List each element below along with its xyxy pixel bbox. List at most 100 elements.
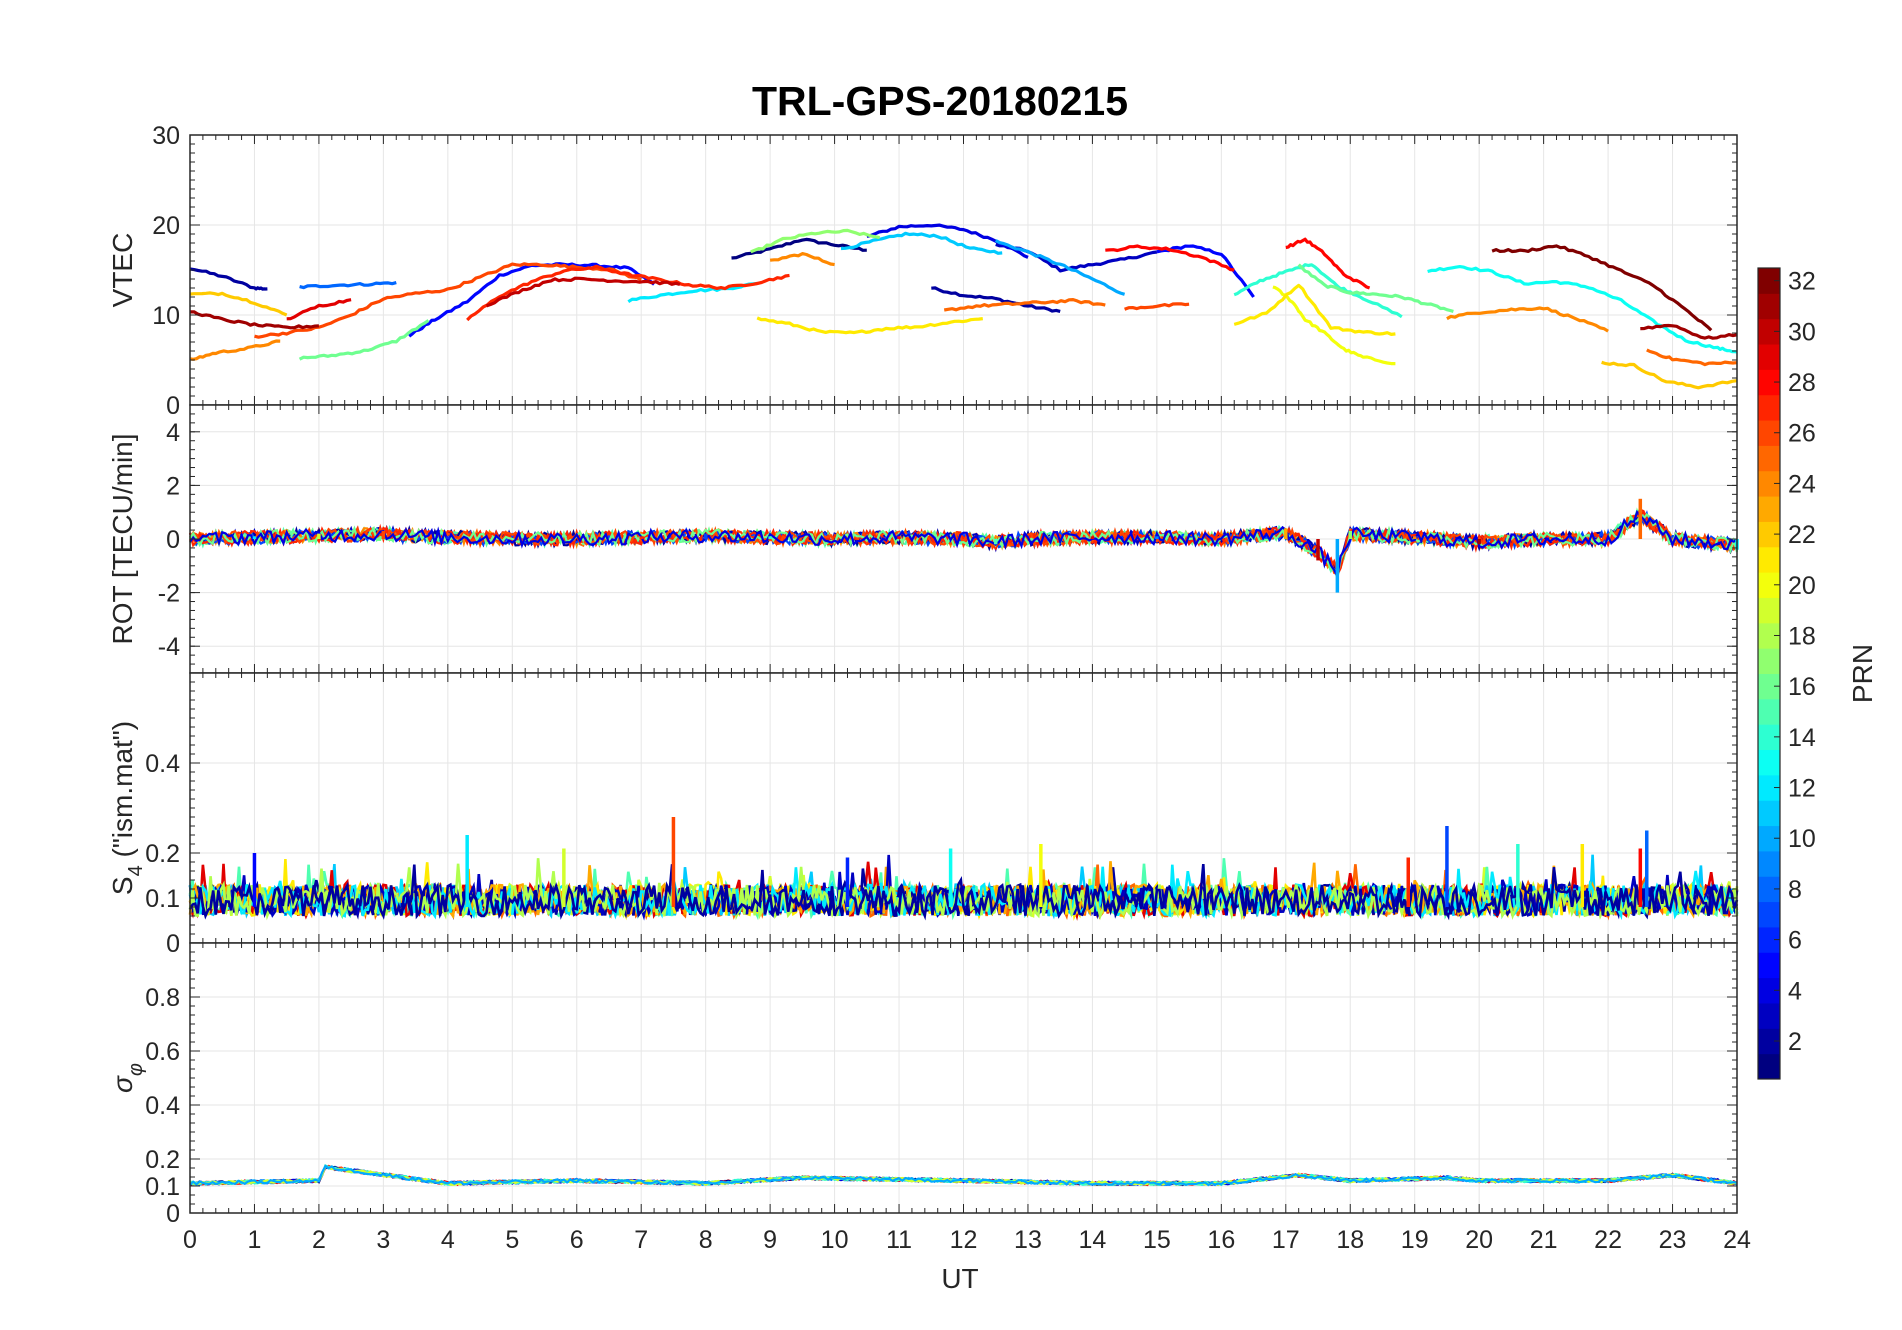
rot-ytick-label: 2 <box>166 472 180 500</box>
sigma_phi-xtick-label: 23 <box>1659 1226 1687 1254</box>
s4-ylabel-rest: ("ism.mat") <box>107 721 138 865</box>
rot-trace <box>188 511 1738 574</box>
colorbar-tick-label: 14 <box>1788 724 1816 752</box>
sigma_phi-trace <box>189 1164 1738 1187</box>
vtec-series-prn-11 <box>840 231 1003 255</box>
vtec-series-prn-24 <box>769 252 835 267</box>
vtec-series-prn-16 <box>298 319 430 361</box>
colorbar-swatch <box>1758 1053 1780 1080</box>
sigma_phi-ytick-label: 0.1 <box>145 1173 180 1201</box>
sigma_phi-xtick-label: 10 <box>821 1226 849 1254</box>
colorbar-tick-label: 28 <box>1788 369 1816 397</box>
vtec-series-prn-10 <box>994 239 1126 296</box>
vtec-series-prn-26 <box>1124 302 1190 311</box>
vtec-series-prn-1 <box>731 237 867 260</box>
s4-ylabel-main: S <box>107 876 138 895</box>
colorbar-swatch <box>1758 648 1780 674</box>
vtec-series-prn-12 <box>627 281 758 304</box>
vtec-series-prn-21 <box>1233 283 1396 336</box>
vtec-ticks: 0 10 20 30 <box>152 122 1738 420</box>
sigma_phi-ytick-label: 0 <box>166 1200 180 1228</box>
rot-ticks: -4 -2 0 2 4 <box>158 404 1738 674</box>
vtec-series-prn-24 <box>1446 306 1609 333</box>
colorbar-swatch <box>1758 698 1780 725</box>
vtec-series-prn-29 <box>286 298 352 321</box>
sigma_phi-ytick-label: 0.2 <box>145 1146 180 1174</box>
colorbar-swatch <box>1758 977 1780 1004</box>
colorbar-swatch <box>1758 1028 1780 1055</box>
colorbar-swatch <box>1758 673 1780 700</box>
vtec-series-prn-2 <box>931 286 1061 313</box>
panel-s4: 0 0.1 0.2 0.4 S4 ("ism.mat") <box>107 672 1739 958</box>
sigma_phi-ytick-label: 0.6 <box>145 1038 180 1066</box>
s4-series <box>188 817 1739 921</box>
s4-ytick-label: 0.1 <box>145 885 180 913</box>
colorbar-label: PRN <box>1847 644 1878 703</box>
colorbar-swatch <box>1758 420 1780 446</box>
sigma_phi-ylabel-sub: φ <box>125 1063 147 1076</box>
sigma_phi-xtick-label: 2 <box>312 1226 326 1254</box>
vtec-ytick-label: 10 <box>152 302 180 330</box>
sigma_phi-xtick-label: 20 <box>1465 1226 1493 1254</box>
sigma_phi-xtick-label: 4 <box>441 1226 455 1254</box>
s4-ylabel-sub: 4 <box>125 865 147 876</box>
colorbar-swatch <box>1758 926 1780 953</box>
sigma_phi-xtick-label: 7 <box>634 1226 648 1254</box>
sigma_phi-xtick-label: 16 <box>1207 1226 1235 1254</box>
sigma_phi-xtick-label: 12 <box>950 1226 978 1254</box>
colorbar-frame <box>1757 267 1781 1080</box>
sigma_phi-xtick-label: 5 <box>505 1226 519 1254</box>
vtec-series-prn-28 <box>1285 237 1371 290</box>
colorbar-swatch <box>1758 521 1780 548</box>
colorbar-swatch <box>1758 344 1780 370</box>
colorbar-swatch <box>1758 749 1780 776</box>
sigma_phi-ytick-label: 0.8 <box>145 984 180 1012</box>
x-axis-label: UT <box>941 1263 978 1294</box>
s4-ytick-label: 0 <box>166 930 180 958</box>
vtec-series-prn-13 <box>1427 265 1738 354</box>
colorbar-tick-label: 26 <box>1788 420 1816 448</box>
colorbar-swatch <box>1758 800 1780 827</box>
vtec-series-prn-32 <box>1491 244 1713 332</box>
rot-series <box>188 498 1739 593</box>
sigma_phi-xtick-label: 3 <box>376 1226 390 1254</box>
sigma_phi-xtick-label: 14 <box>1079 1226 1107 1254</box>
sigma_phi-xtick-label: 1 <box>248 1226 262 1254</box>
vtec-series-prn-22 <box>189 291 288 317</box>
colorbar-swatch <box>1758 546 1780 573</box>
vtec-ylabel: VTEC <box>107 233 138 308</box>
colorbar-swatch <box>1758 572 1780 598</box>
panel-sigma_phi: 00.10.20.40.60.80 1 2 3 4 5 6 7 8 9 10 11 12 13 14 15 16… <box>107 942 1751 1254</box>
rot-ytick-label: 4 <box>166 419 180 447</box>
s4-trace <box>188 863 1739 921</box>
colorbar-tick-label: 4 <box>1788 977 1802 1005</box>
sigma_phi-ticks: 00.10.20.40.60.80 1 2 3 4 5 6 7 8 9 10 11 12 13 14 15 16… <box>145 942 1751 1254</box>
colorbar-swatch <box>1758 470 1780 497</box>
rot-trace <box>189 509 1738 580</box>
colorbar-swatch <box>1758 952 1780 979</box>
sigma_phi-xtick-label: 0 <box>183 1226 197 1254</box>
figure-title: TRL-GPS-20180215 <box>752 78 1128 124</box>
colorbar-swatch <box>1758 724 1780 751</box>
colorbar-tick-label: 18 <box>1788 622 1816 650</box>
colorbar-tick-label: 22 <box>1788 521 1816 549</box>
colorbar-tick-label: 30 <box>1788 318 1816 346</box>
colorbar-tick-label: 20 <box>1788 572 1816 600</box>
sigma_phi-ylabel: σφ <box>107 1063 147 1093</box>
sigma_phi-xtick-label: 18 <box>1336 1226 1364 1254</box>
rot-ytick-label: -4 <box>158 633 180 661</box>
vtec-ytick-label: 30 <box>152 122 180 150</box>
vtec-ytick-label: 20 <box>152 212 180 240</box>
sigma_phi-xtick-label: 15 <box>1143 1226 1171 1254</box>
vtec-series-prn-31 <box>1640 323 1738 340</box>
colorbar-tick-label: 6 <box>1788 927 1802 955</box>
colorbar-swatch <box>1758 394 1780 421</box>
colorbar-swatch <box>1758 496 1780 522</box>
vtec-series-prn-5 <box>1156 244 1255 298</box>
s4-ytick-label: 0.4 <box>145 750 180 778</box>
s4-ytick-label: 0.2 <box>145 840 180 868</box>
vtec-series <box>189 223 1738 390</box>
vtec-series-prn-8 <box>299 281 397 290</box>
colorbar-tick-label: 12 <box>1788 775 1816 803</box>
s4-ticks: 0 0.1 0.2 0.4 <box>145 672 1738 958</box>
